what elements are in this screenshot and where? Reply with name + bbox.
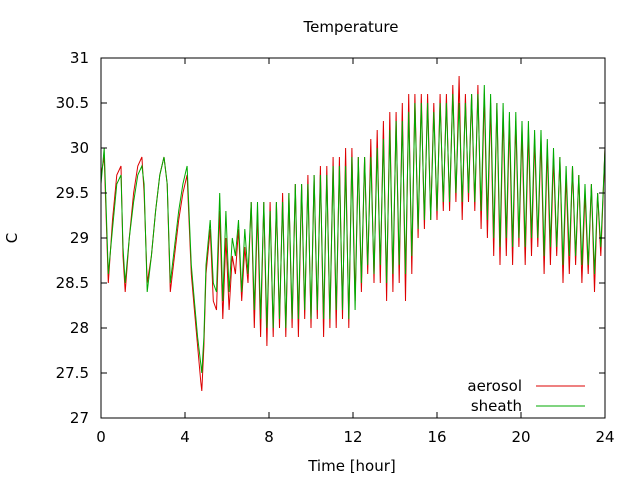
y-tick-label: 29.5 [56,184,89,202]
series-layer [100,75,606,392]
x-tick-label: 16 [427,428,446,446]
legend-label-aerosol: aerosol [467,377,522,395]
x-tick-label: 20 [511,428,530,446]
y-tick-label: 27.5 [56,364,89,382]
x-tick-label: 0 [96,428,106,446]
y-tick-label: 29 [70,229,89,247]
x-tick-label: 4 [180,428,190,446]
y-axis-label: C [3,233,21,243]
x-tick-label: 8 [264,428,274,446]
chart-title: Temperature [302,18,398,36]
legend: aerosol sheath [467,377,585,415]
ticks-layer: 0 4 8 12 16 20 24 27 27.5 28 28.5 29 29.5 30 30.5 31 [56,49,615,446]
series-line-sheath [100,84,606,374]
y-tick-label: 31 [70,49,89,67]
x-tick-label: 12 [343,428,362,446]
y-tick-label: 28 [70,319,89,337]
x-tick-label: 24 [595,428,614,446]
legend-label-sheath: sheath [471,397,522,415]
y-tick-label: 30.5 [56,94,89,112]
y-tick-label: 27 [70,409,89,427]
y-tick-label: 28.5 [56,274,89,292]
y-tick-label: 30 [70,139,89,157]
x-axis-label: Time [hour] [307,457,396,475]
